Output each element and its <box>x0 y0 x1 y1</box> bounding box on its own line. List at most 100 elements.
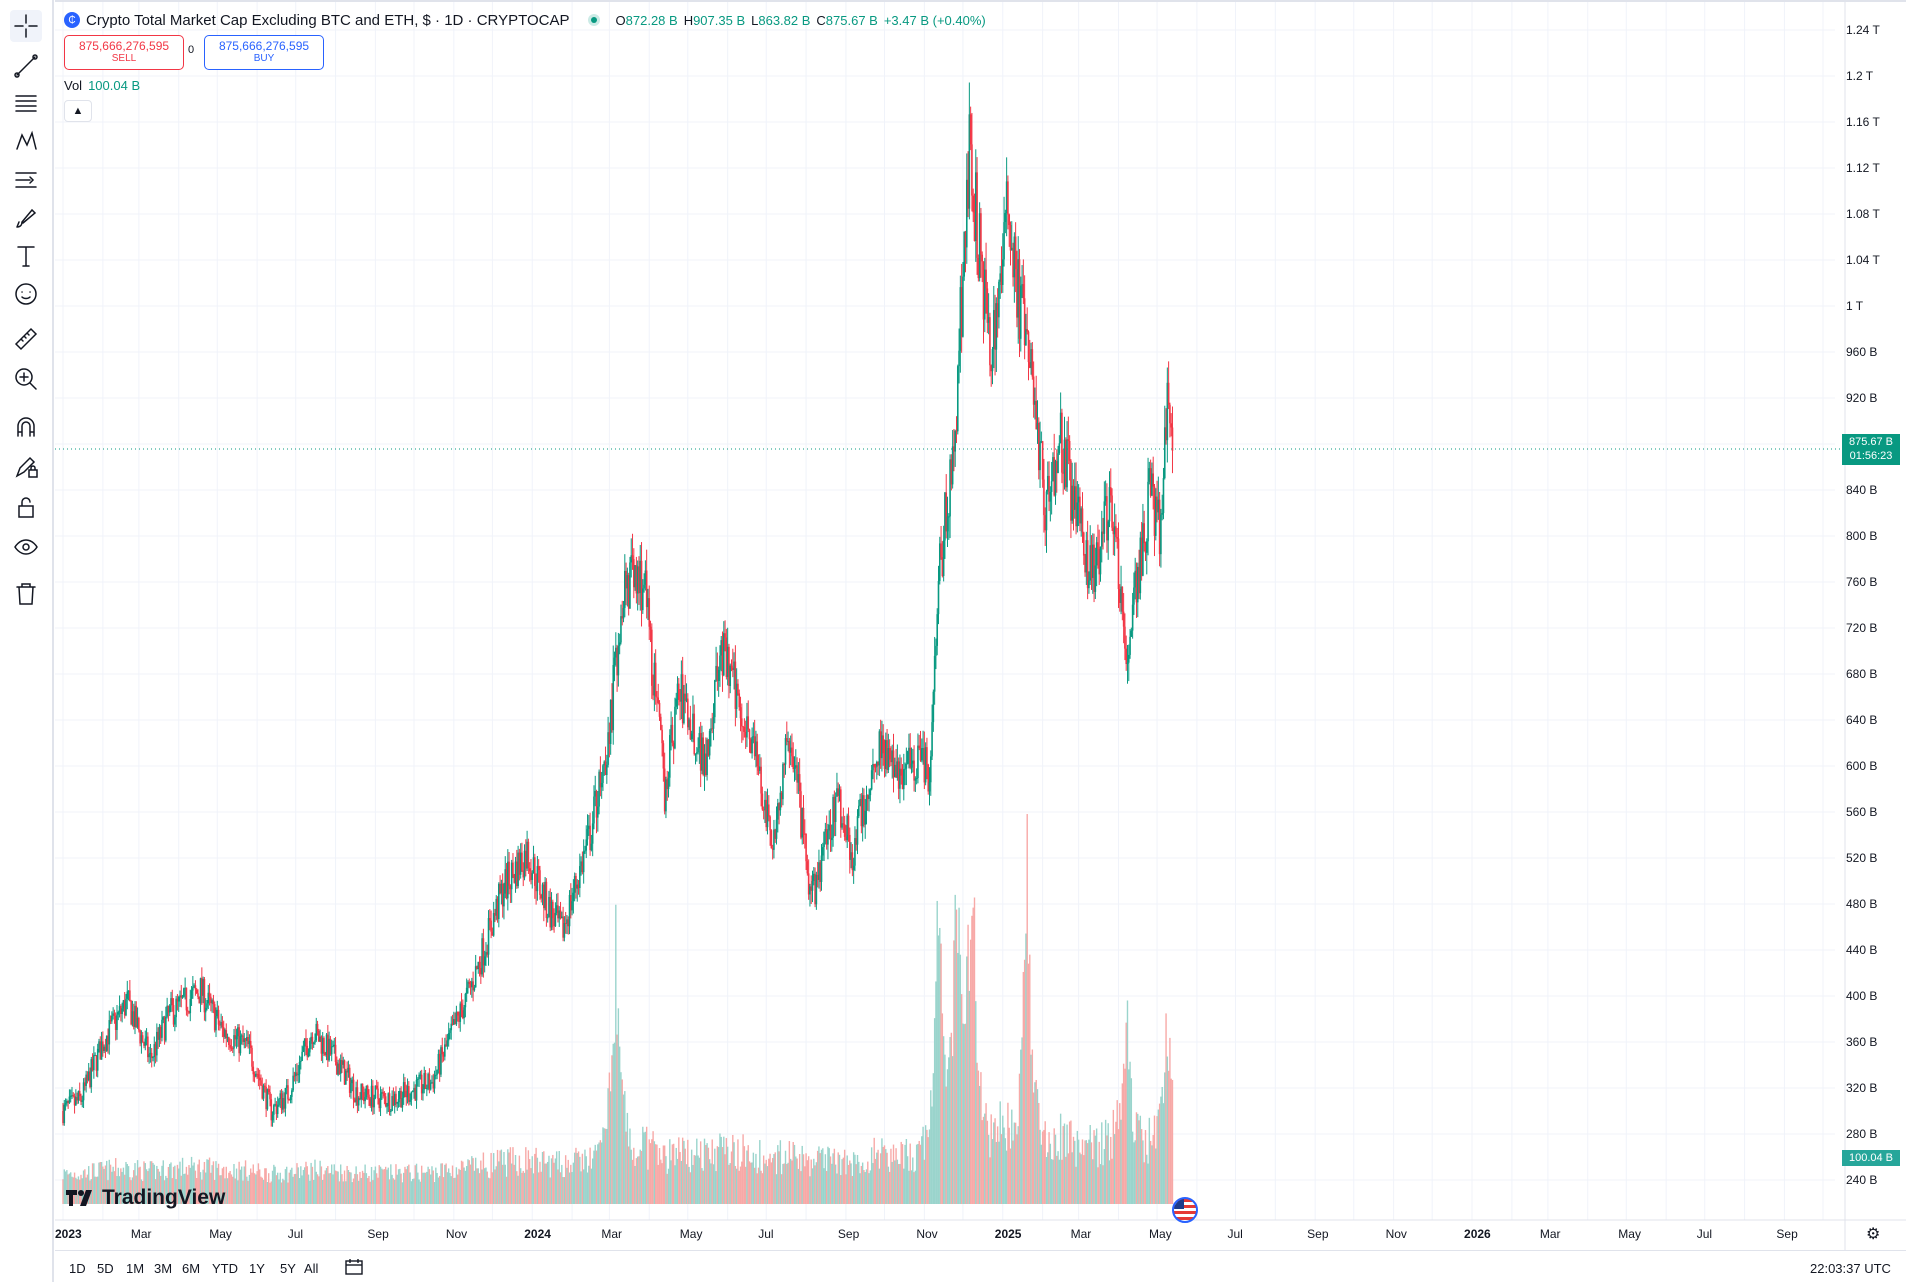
tradingview-logo[interactable]: TradingView <box>66 1186 225 1210</box>
volume-bar <box>1008 1127 1010 1204</box>
volume-bar <box>1075 1166 1077 1204</box>
volume-bar <box>759 1140 761 1204</box>
candle-body <box>734 661 737 709</box>
volume-bar <box>1038 1103 1040 1204</box>
volume-bar <box>552 1154 554 1204</box>
bottom-toolbar: 1D 5D 1M 3M 6M YTD 1Y 5Y All 22:03:37 UTC <box>55 1250 1906 1283</box>
candle-body <box>472 981 474 991</box>
fib-retracement-tool[interactable] <box>10 88 42 120</box>
candle-body <box>647 598 649 608</box>
pattern-tool[interactable] <box>10 126 42 158</box>
volume-bar <box>1005 1150 1008 1204</box>
candle-body <box>222 1027 225 1037</box>
candle-body <box>972 195 975 213</box>
ruler-tool[interactable] <box>10 323 42 355</box>
eye-tool[interactable] <box>10 531 42 563</box>
volume-bar <box>732 1134 734 1204</box>
volume-bar <box>248 1174 251 1204</box>
calendar-icon[interactable] <box>345 1259 363 1275</box>
range-1d-button[interactable]: 1D <box>69 1261 86 1276</box>
candle-body <box>1093 544 1095 592</box>
candle-body <box>122 1000 125 1009</box>
lock-tool[interactable] <box>10 491 42 523</box>
candle-body <box>784 738 787 765</box>
text-tool[interactable] <box>10 240 42 272</box>
lock-drawing-tool[interactable] <box>10 451 42 483</box>
candle-body <box>251 1047 253 1067</box>
candle-body <box>873 764 876 767</box>
candle-body <box>865 795 868 811</box>
volume-bar <box>665 1156 667 1204</box>
zoom-in-tool[interactable] <box>10 363 42 395</box>
volume-bar <box>1059 1113 1062 1204</box>
candle-body <box>184 987 186 989</box>
pattern-icon <box>16 130 37 150</box>
ohlc-value: 863.82 B <box>758 12 811 28</box>
price-axis-label: 320 B <box>1846 1081 1878 1095</box>
price-axis-label: 840 B <box>1846 483 1878 497</box>
range-5d-button[interactable]: 5D <box>97 1261 114 1276</box>
volume-bar <box>271 1170 274 1204</box>
market-status-icon[interactable] <box>587 14 600 26</box>
candle-body <box>789 747 792 753</box>
candle-body <box>774 829 777 839</box>
range-all-button[interactable]: All <box>304 1261 319 1276</box>
candle-body <box>301 1051 303 1061</box>
utc-clock[interactable]: 22:03:37 UTC <box>1810 1261 1891 1276</box>
volume-bar <box>80 1174 82 1204</box>
candle-body <box>787 740 789 742</box>
candle-body <box>418 1074 420 1079</box>
trend-line-tool[interactable] <box>10 50 42 82</box>
candle-body <box>721 640 724 676</box>
range-3m-button[interactable]: 3M <box>154 1261 173 1276</box>
volume-bar <box>688 1166 690 1204</box>
us-flag-icon[interactable] <box>1172 1197 1198 1223</box>
sell-button[interactable]: 875,666,276,595 SELL <box>64 35 184 70</box>
collapse-legend-button[interactable]: ▲ <box>64 100 92 122</box>
volume-bar <box>184 1173 186 1204</box>
volume-bar <box>994 1118 996 1204</box>
candle-body <box>675 698 678 707</box>
gear-icon[interactable]: ⚙ <box>1866 1226 1881 1243</box>
candle-body <box>333 1044 336 1047</box>
candle-body <box>1062 472 1065 474</box>
buy-button[interactable]: 875,666,276,595 BUY <box>204 35 324 70</box>
trash-tool[interactable] <box>10 578 42 610</box>
volume-bar <box>233 1163 235 1204</box>
volume-bar <box>927 1137 929 1204</box>
volume-bar <box>684 1148 686 1204</box>
candle-body <box>766 804 769 828</box>
range-ytd-button[interactable]: YTD <box>212 1261 238 1276</box>
volume-bar <box>113 1171 116 1204</box>
brush-tool[interactable] <box>10 202 42 234</box>
range-1y-button[interactable]: 1Y <box>249 1261 265 1276</box>
candle-body <box>776 803 779 820</box>
symbol-title[interactable]: Crypto Total Market Cap Excluding BTC an… <box>86 11 570 29</box>
range-6m-button[interactable]: 6M <box>182 1261 201 1276</box>
price-axis-label: 920 B <box>1846 391 1878 405</box>
volume-bar <box>279 1172 281 1204</box>
volume-bar <box>406 1166 409 1204</box>
range-5y-button[interactable]: 5Y <box>280 1261 296 1276</box>
candle-body <box>1066 439 1068 488</box>
forecast-tool[interactable] <box>10 164 42 196</box>
volume-bar <box>201 1179 203 1204</box>
candle-body <box>868 795 870 799</box>
crosshair-tool[interactable] <box>10 10 42 42</box>
candle-body <box>1145 541 1148 553</box>
volume-bar <box>908 1170 910 1204</box>
candle-body <box>1111 495 1113 528</box>
volume-bar <box>1151 1145 1153 1204</box>
magnet-tool[interactable] <box>10 411 42 443</box>
volume-bar <box>1171 1079 1174 1204</box>
volume-legend[interactable]: Vol 100.04 B <box>64 78 140 93</box>
candle-body <box>661 729 663 744</box>
candle-body <box>140 1035 143 1044</box>
emoji-tool[interactable] <box>10 278 42 310</box>
candle-body <box>712 717 715 729</box>
volume-bar <box>612 1043 614 1204</box>
candle-body <box>377 1088 379 1099</box>
chart-canvas[interactable] <box>55 2 1906 1250</box>
range-1m-button[interactable]: 1M <box>126 1261 145 1276</box>
candle-body <box>564 922 567 924</box>
